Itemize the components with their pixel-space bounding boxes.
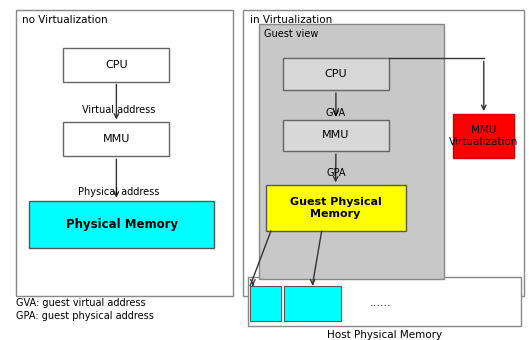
Text: Host Physical Memory: Host Physical Memory — [327, 330, 442, 340]
Bar — [259, 24, 444, 279]
Bar — [453, 114, 514, 158]
Text: GVA: GVA — [326, 108, 346, 118]
Bar — [283, 58, 389, 90]
Text: CPU: CPU — [105, 59, 127, 70]
Bar — [266, 185, 406, 231]
Text: MMU
Virtualization: MMU Virtualization — [449, 125, 518, 147]
Text: MMU: MMU — [103, 134, 130, 144]
Bar — [63, 122, 169, 156]
Text: Guest Physical
Memory: Guest Physical Memory — [290, 198, 381, 219]
Bar — [248, 277, 521, 326]
Text: ......: ...... — [370, 298, 392, 308]
Text: Guest view: Guest view — [264, 29, 319, 39]
Text: CPU: CPU — [325, 69, 347, 79]
Text: MMU: MMU — [322, 131, 350, 140]
Text: no Virtualization: no Virtualization — [22, 15, 108, 25]
Bar — [250, 286, 281, 321]
Text: GPA: GPA — [326, 168, 345, 179]
Text: Virtual address: Virtual address — [83, 105, 156, 116]
Text: Physical Memory: Physical Memory — [66, 218, 178, 231]
Bar — [29, 201, 214, 248]
Bar — [63, 48, 169, 82]
Bar — [284, 286, 341, 321]
Bar — [243, 10, 524, 296]
Text: in Virtualization: in Virtualization — [250, 15, 332, 25]
Text: GVA: guest virtual address: GVA: guest virtual address — [16, 298, 145, 308]
Bar — [16, 10, 233, 296]
Text: Physical address: Physical address — [78, 187, 160, 197]
Text: GPA: guest physical address: GPA: guest physical address — [16, 311, 154, 321]
Bar — [283, 120, 389, 151]
